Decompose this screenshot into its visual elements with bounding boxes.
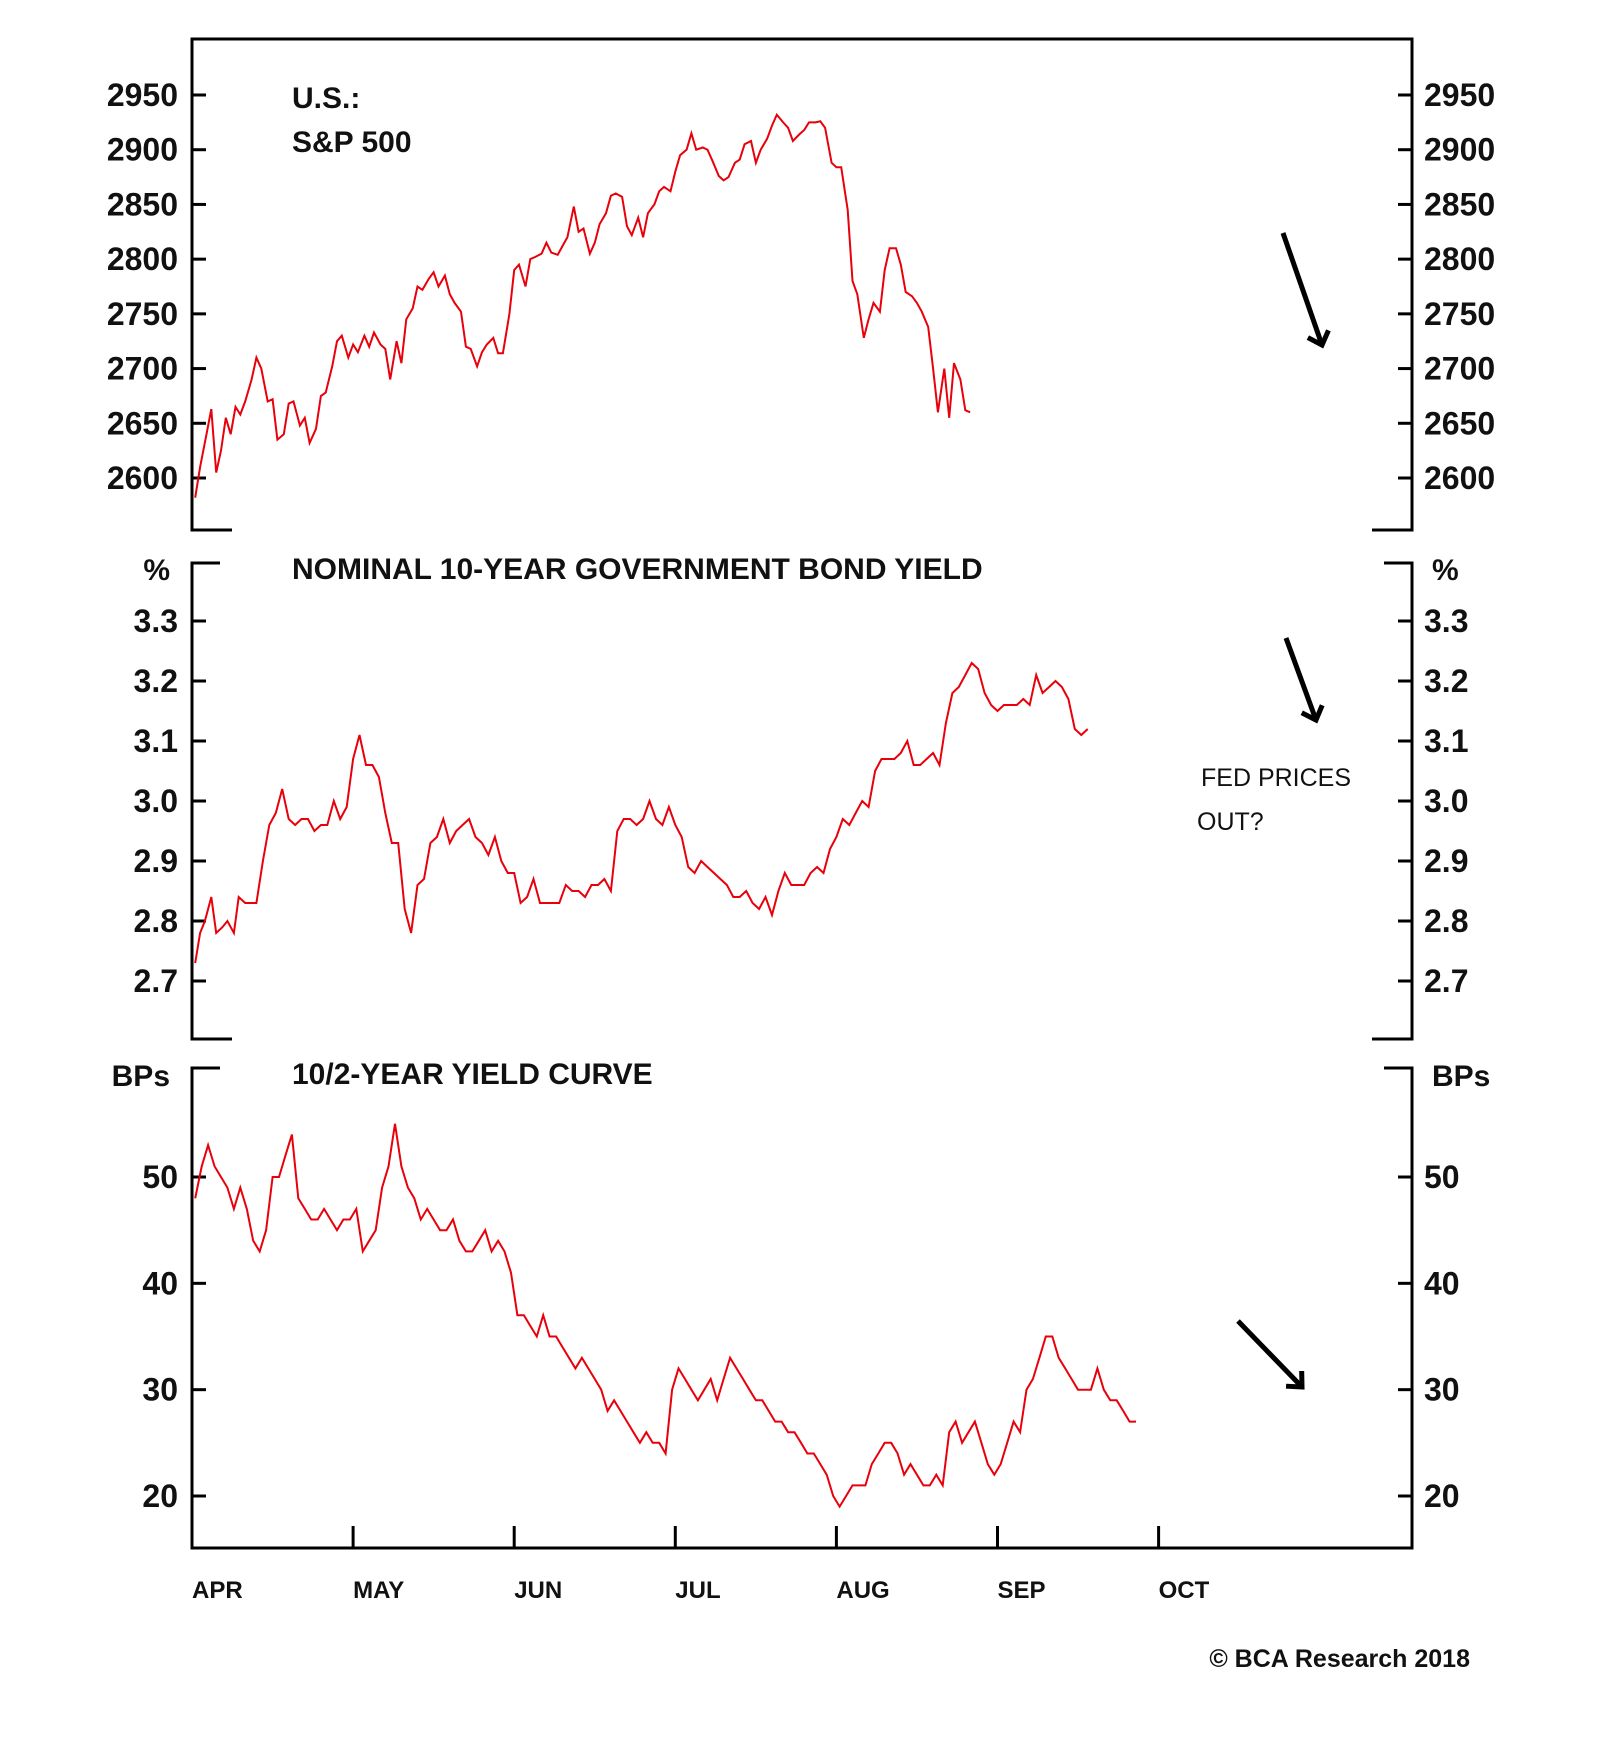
y-tick-label-left: 2950 (107, 77, 178, 113)
y-tick-label-right: 40 (1424, 1265, 1460, 1301)
annotation-fed-prices-line1: FED PRICES (1201, 764, 1351, 792)
y-tick-label-left: 50 (142, 1159, 178, 1195)
unit-label-right: % (1432, 554, 1459, 587)
panel-1: 2.7 2.7 2.8 2.8 2.9 2.9 3.0 3.0 3.1 3.1 3.2 3.2 3.3 3… (134, 553, 1468, 1041)
y-tick-label-left: 2700 (107, 351, 178, 387)
panel-frame (190, 1066, 1414, 1550)
arrow-head-icon (1306, 329, 1331, 349)
y-tick-label-right: 30 (1424, 1372, 1460, 1408)
copyright-credit: © BCA Research 2018 (1209, 1645, 1470, 1673)
x-tick-label: APR (192, 1577, 243, 1604)
y-tick-label-right: 2600 (1424, 460, 1495, 496)
panel-title: 10/2-YEAR YIELD CURVE (292, 1058, 653, 1091)
y-tick-label-right: 2800 (1424, 241, 1495, 277)
y-tick-label-left: 2600 (107, 460, 178, 496)
panel-title: U.S.: (292, 82, 360, 115)
y-tick-label-left: 2750 (107, 296, 178, 332)
y-tick-label-right: 2850 (1424, 186, 1495, 222)
y-tick-label-right: 3.3 (1424, 603, 1468, 639)
y-tick-label-right: 2.8 (1424, 903, 1468, 939)
trend-arrow-down (1280, 232, 1325, 346)
y-tick-label-left: 2850 (107, 186, 178, 222)
y-tick-label-left: 30 (142, 1372, 178, 1408)
trend-arrow-down (1283, 637, 1319, 721)
panel-frame (190, 37, 1414, 532)
x-tick-label: SEP (998, 1577, 1046, 1604)
panel-title: S&P 500 (292, 126, 412, 159)
y-tick-label-right: 2900 (1424, 132, 1495, 168)
y-tick-label-right: 2650 (1424, 405, 1495, 441)
y-tick-label-left: 3.1 (134, 723, 178, 759)
y-tick-label-left: 40 (142, 1265, 178, 1301)
panel-0: 2600 2600 2650 2650 2700 2700 2750 2750 2800 2800… (107, 37, 1495, 532)
y-tick-label-right: 2700 (1424, 351, 1495, 387)
y-tick-label-left: 3.3 (134, 603, 178, 639)
arrow-head-icon (1285, 1370, 1305, 1390)
y-tick-label-left: 2.9 (134, 843, 178, 879)
y-tick-label-right: 2.9 (1424, 843, 1468, 879)
series-line (194, 1123, 1136, 1509)
y-tick-label-right: 3.0 (1424, 783, 1468, 819)
trend-arrow-down-right (1236, 1319, 1304, 1389)
arrow-head-icon (1300, 704, 1325, 724)
y-tick-label-left: 3.0 (134, 783, 178, 819)
y-tick-label-left: 2.7 (134, 963, 178, 999)
panel-title: NOMINAL 10-YEAR GOVERNMENT BOND YIELD (292, 553, 983, 586)
y-tick-label-left: 2650 (107, 405, 178, 441)
unit-label-left: BPs (112, 1060, 170, 1093)
x-tick-label: OCT (1159, 1577, 1210, 1604)
unit-label-right: BPs (1432, 1060, 1490, 1093)
x-tick-label: JUN (514, 1577, 562, 1604)
series-line (194, 661, 1089, 964)
y-tick-label-right: 3.1 (1424, 723, 1468, 759)
y-tick-label-left: 2800 (107, 241, 178, 277)
y-tick-label-right: 3.2 (1424, 663, 1468, 699)
series-line (194, 112, 971, 498)
y-tick-label-left: 2.8 (134, 903, 178, 939)
y-tick-label-right: 2750 (1424, 296, 1495, 332)
y-tick-label-right: 2.7 (1424, 963, 1468, 999)
x-tick-label: JUL (675, 1577, 720, 1604)
y-tick-label-right: 2950 (1424, 77, 1495, 113)
y-tick-label-left: 20 (142, 1478, 178, 1514)
y-tick-label-left: 2900 (107, 132, 178, 168)
unit-label-left: % (143, 554, 170, 587)
y-tick-label-right: 20 (1424, 1478, 1460, 1514)
panel-2: 20 20 30 30 40 40 50 50 BPs BPs 10/2-YEAR YIELD CU… (112, 1058, 1490, 1550)
y-tick-label-left: 3.2 (134, 663, 178, 699)
y-tick-label-right: 50 (1424, 1159, 1460, 1195)
x-tick-label: MAY (353, 1577, 404, 1604)
annotation-fed-prices-line2: OUT? (1197, 808, 1264, 836)
x-tick-label: AUG (836, 1577, 889, 1604)
